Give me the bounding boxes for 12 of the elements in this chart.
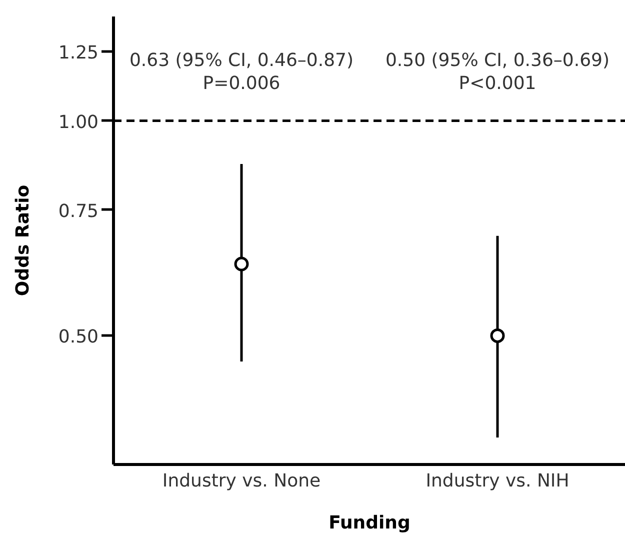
x-tick-label: Industry vs. NIH <box>426 470 570 492</box>
annotation: P<0.001 <box>458 72 536 94</box>
x-axis-title: Funding <box>328 512 410 534</box>
y-tick-label: 0.75 <box>58 200 98 222</box>
y-tick-label: 1.25 <box>58 42 98 64</box>
y-tick-label: 0.50 <box>58 326 98 348</box>
annotation: P=0.006 <box>202 72 280 94</box>
annotation: 0.63 (95% CI, 0.46–0.87) <box>129 50 354 71</box>
x-tick-label: Industry vs. None <box>162 470 321 492</box>
y-tick-label: 1.00 <box>58 112 98 133</box>
annotation: 0.50 (95% CI, 0.36–0.69) <box>385 50 610 71</box>
y-axis-title: Odds Ratio <box>12 184 34 296</box>
